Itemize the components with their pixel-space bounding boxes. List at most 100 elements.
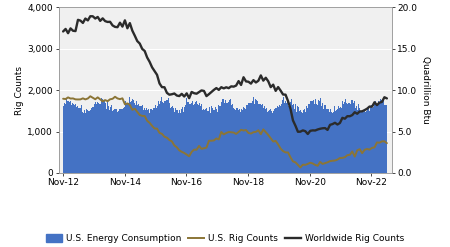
Bar: [262, 104, 263, 173]
Bar: [84, 110, 85, 173]
Bar: [156, 108, 157, 173]
Bar: [188, 102, 189, 173]
Bar: [296, 108, 297, 173]
Bar: [93, 107, 94, 173]
Bar: [172, 107, 173, 173]
Bar: [252, 101, 253, 173]
Bar: [303, 110, 304, 173]
Bar: [255, 99, 256, 173]
Bar: [83, 108, 84, 173]
Bar: [122, 109, 123, 173]
Bar: [353, 103, 354, 173]
Bar: [178, 112, 179, 173]
Bar: [384, 105, 385, 173]
Bar: [290, 102, 291, 173]
Bar: [246, 105, 247, 173]
Bar: [115, 109, 116, 173]
Bar: [74, 105, 75, 173]
Bar: [334, 106, 335, 173]
Bar: [101, 98, 102, 173]
Bar: [383, 108, 384, 173]
Bar: [261, 105, 262, 173]
Bar: [157, 106, 158, 173]
Bar: [171, 107, 172, 173]
Bar: [317, 105, 318, 173]
Bar: [302, 113, 303, 173]
Bar: [300, 110, 301, 173]
Bar: [354, 101, 355, 173]
Bar: [120, 109, 121, 173]
Bar: [367, 108, 368, 173]
Bar: [184, 107, 185, 173]
Bar: [260, 101, 261, 173]
Bar: [237, 108, 238, 173]
Bar: [251, 103, 252, 173]
Bar: [72, 103, 73, 173]
Bar: [130, 101, 131, 173]
Bar: [151, 109, 152, 173]
Bar: [235, 109, 236, 173]
Bar: [351, 100, 352, 173]
Bar: [133, 100, 134, 173]
Bar: [254, 104, 255, 173]
Bar: [150, 109, 151, 173]
Bar: [332, 113, 333, 173]
Y-axis label: Quadrillion Btu: Quadrillion Btu: [421, 56, 430, 124]
Bar: [179, 110, 180, 173]
Legend: U.S. Energy Consumption, U.S. Rig Counts, Worldwide Rig Counts: U.S. Energy Consumption, U.S. Rig Counts…: [42, 230, 408, 247]
Bar: [366, 111, 367, 173]
Bar: [371, 105, 372, 173]
Bar: [201, 101, 202, 173]
Bar: [233, 108, 234, 173]
Bar: [380, 99, 381, 173]
Bar: [166, 102, 167, 173]
Bar: [146, 108, 147, 173]
Bar: [240, 112, 241, 173]
Bar: [263, 108, 264, 173]
Bar: [349, 103, 350, 173]
Bar: [89, 113, 90, 173]
Bar: [180, 113, 181, 173]
Bar: [162, 103, 163, 173]
Bar: [299, 111, 300, 173]
Bar: [206, 108, 207, 173]
Bar: [378, 101, 379, 173]
Bar: [236, 108, 237, 173]
Bar: [279, 105, 280, 173]
Bar: [169, 103, 170, 173]
Bar: [95, 103, 96, 173]
Bar: [301, 112, 302, 173]
Bar: [298, 107, 299, 173]
Bar: [99, 104, 100, 173]
Bar: [204, 110, 205, 173]
Bar: [121, 109, 122, 173]
Bar: [336, 109, 337, 173]
Bar: [286, 103, 287, 173]
Bar: [271, 111, 272, 173]
Bar: [88, 111, 89, 173]
Bar: [276, 108, 277, 173]
Bar: [177, 110, 178, 173]
Bar: [106, 100, 107, 173]
Bar: [189, 101, 190, 173]
Bar: [100, 100, 101, 173]
Bar: [144, 108, 145, 173]
Bar: [358, 104, 359, 173]
Bar: [322, 103, 323, 173]
Bar: [364, 111, 365, 173]
Bar: [124, 106, 125, 173]
Bar: [197, 104, 198, 173]
Bar: [87, 110, 88, 173]
Bar: [320, 105, 321, 173]
Bar: [118, 111, 119, 173]
Bar: [362, 110, 363, 173]
Bar: [223, 99, 224, 173]
Bar: [98, 103, 99, 173]
Bar: [305, 112, 306, 173]
Bar: [119, 109, 120, 173]
Bar: [68, 101, 69, 173]
Bar: [164, 101, 165, 173]
Bar: [225, 101, 226, 173]
Bar: [176, 110, 177, 173]
Bar: [229, 100, 230, 173]
